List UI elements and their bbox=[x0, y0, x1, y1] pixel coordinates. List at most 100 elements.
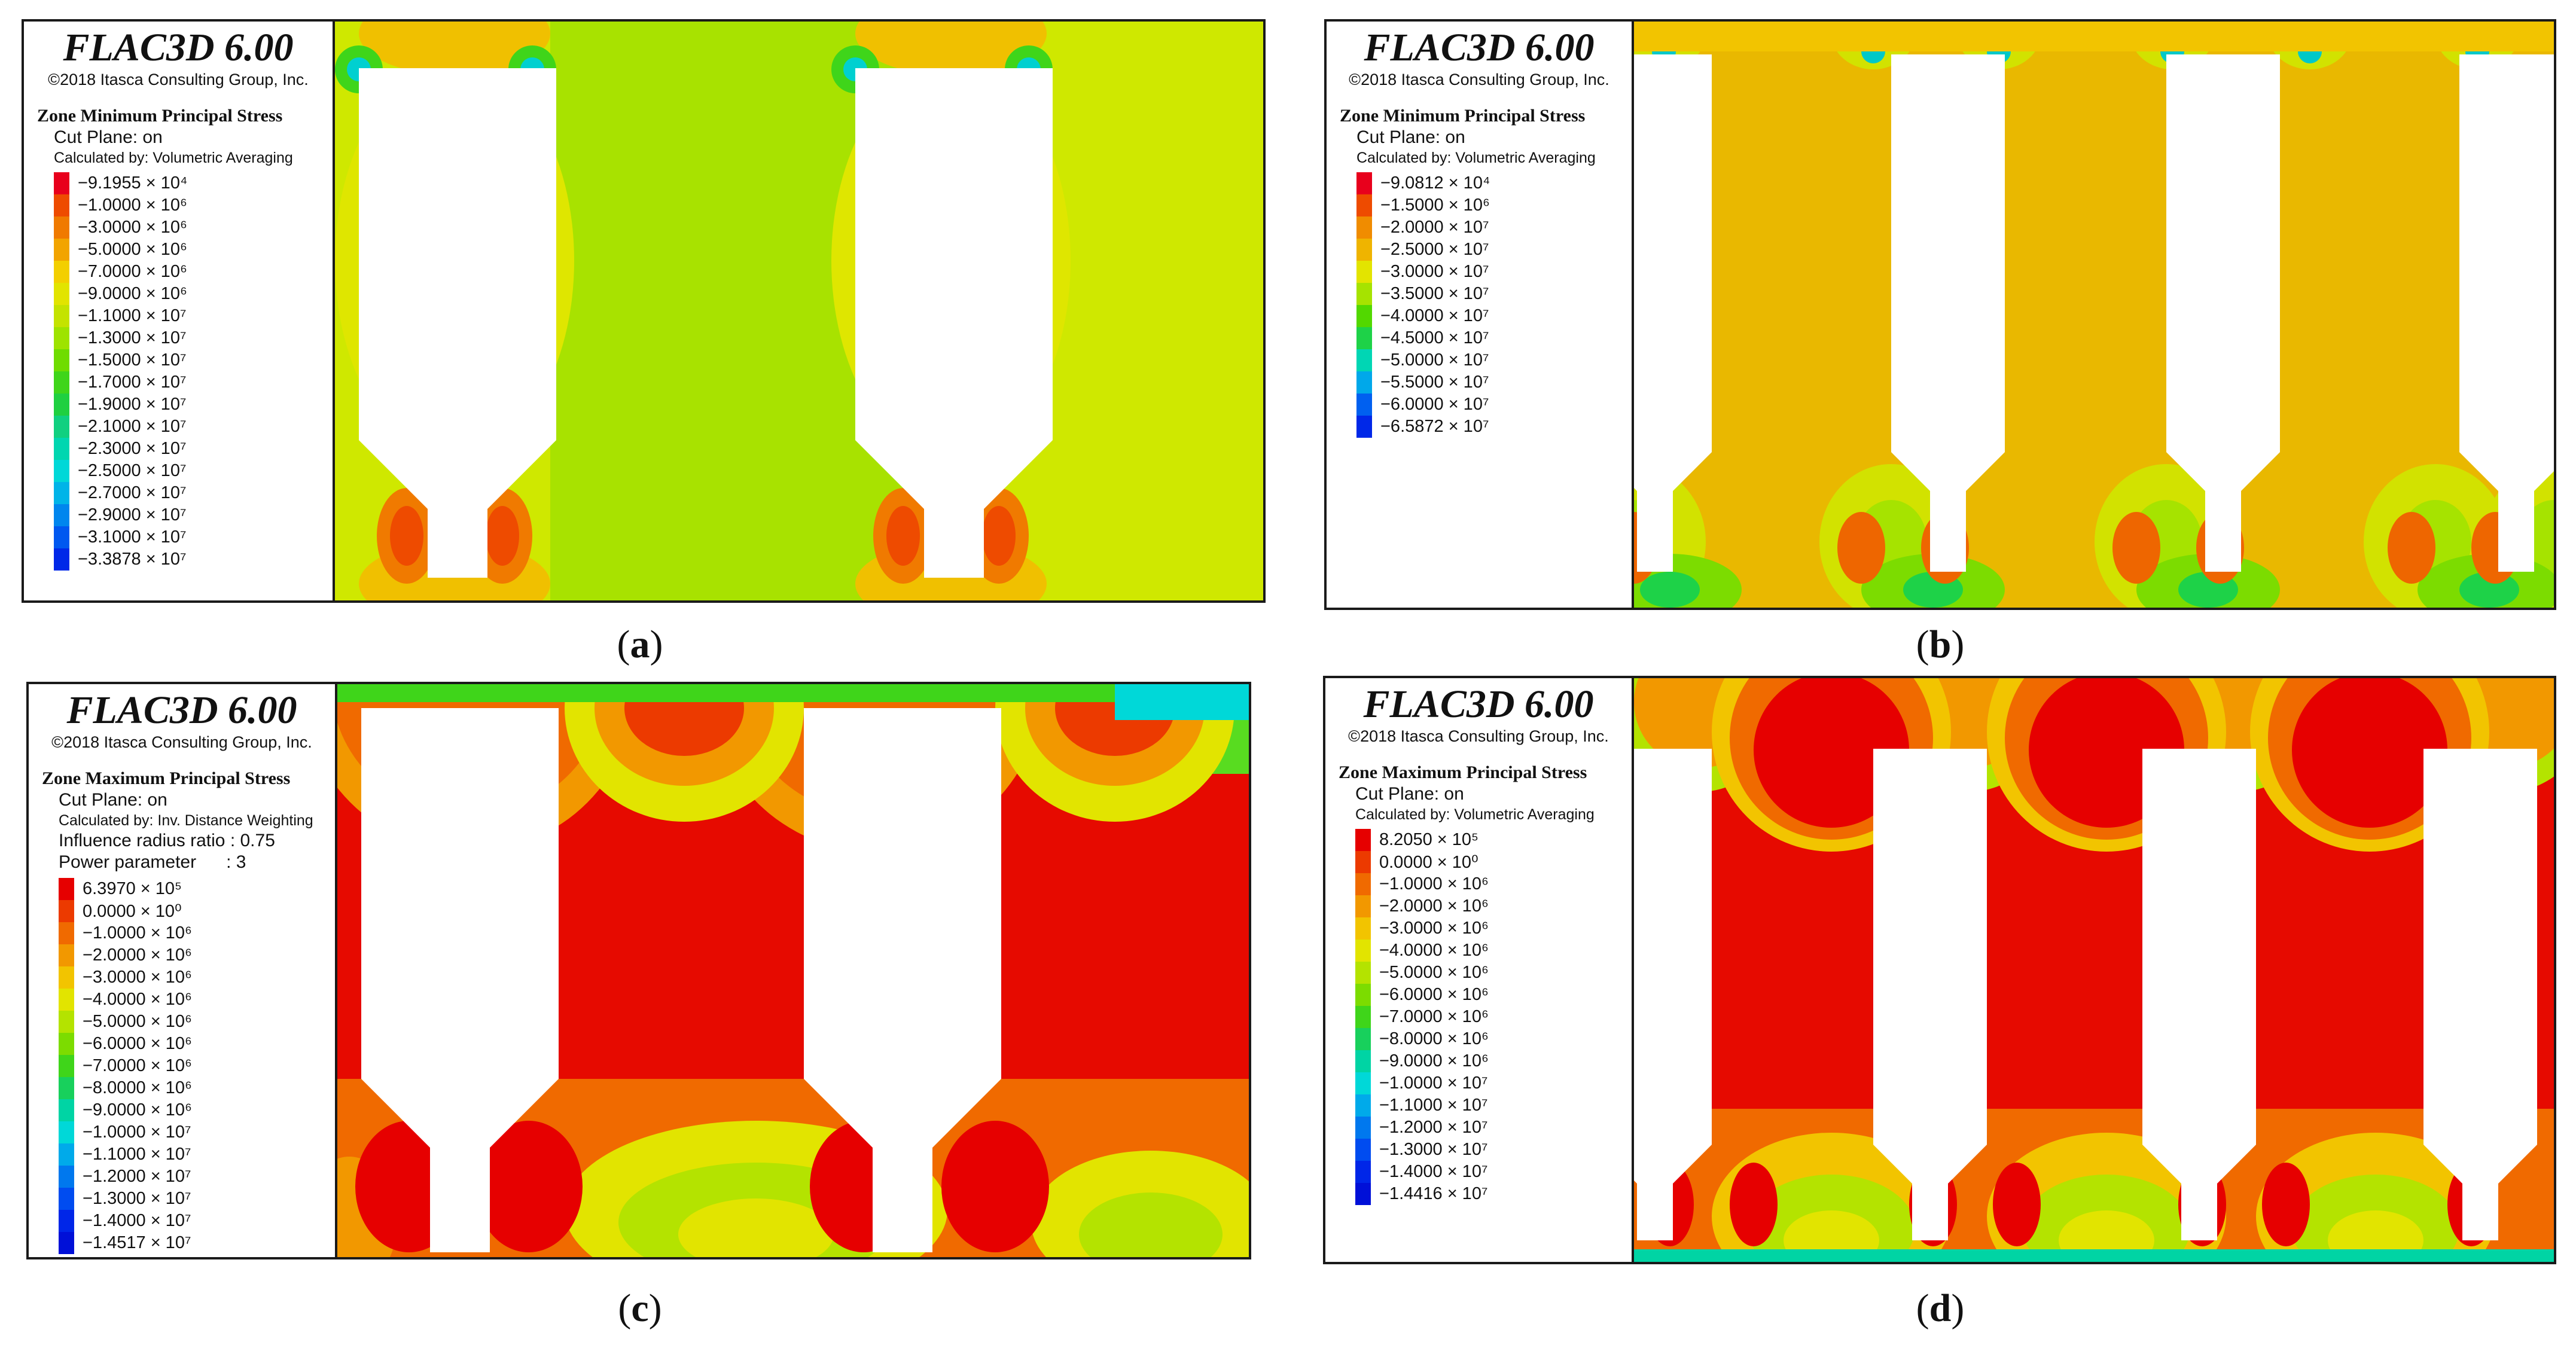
excavation-opening bbox=[804, 708, 1001, 1252]
contour-region bbox=[2388, 512, 2435, 584]
scale-color-swatch bbox=[54, 327, 69, 349]
scale-color-swatch bbox=[54, 460, 69, 482]
scale-value-label: −5.5000 × 10⁷ bbox=[1380, 373, 1489, 392]
scale-color-swatch bbox=[1356, 194, 1372, 216]
scale-entry: −9.0000 × 10⁶ bbox=[59, 1099, 335, 1121]
legend-extra-line: Power parameter : 3 bbox=[59, 852, 246, 872]
contour-plot-svg bbox=[335, 22, 1263, 600]
scale-entry: −2.0000 × 10⁶ bbox=[1355, 895, 1632, 917]
scale-value-label: −5.0000 × 10⁶ bbox=[78, 240, 187, 259]
scale-color-swatch bbox=[59, 1188, 74, 1210]
scale-color-swatch bbox=[54, 349, 69, 371]
software-title: FLAC3D 6.00 bbox=[63, 26, 294, 69]
contour-region bbox=[1079, 1192, 1223, 1257]
scale-value-label: −4.0000 × 10⁶ bbox=[83, 990, 192, 1009]
scale-entry: −6.0000 × 10⁶ bbox=[59, 1033, 335, 1055]
scale-value-label: −1.3000 × 10⁷ bbox=[78, 328, 187, 347]
scale-value-label: −1.1000 × 10⁷ bbox=[83, 1145, 191, 1164]
scale-color-swatch bbox=[59, 1166, 74, 1188]
scale-color-swatch bbox=[59, 966, 74, 989]
scale-color-swatch bbox=[59, 1055, 74, 1077]
scale-entry: −3.0000 × 10⁶ bbox=[59, 966, 335, 989]
scale-color-swatch bbox=[54, 482, 69, 504]
scale-entry: −4.0000 × 10⁶ bbox=[59, 989, 335, 1011]
excavation-opening bbox=[855, 68, 1053, 578]
scale-entry: −3.1000 × 10⁷ bbox=[54, 526, 333, 548]
scale-entry: −2.3000 × 10⁷ bbox=[54, 438, 333, 460]
cut-plane-status: Cut Plane: on bbox=[54, 127, 163, 147]
contour-plot-svg bbox=[1634, 678, 2554, 1262]
scale-color-swatch bbox=[54, 438, 69, 460]
legend-d: FLAC3D 6.00 ©2018 Itasca Consulting Grou… bbox=[1325, 678, 1634, 1262]
contour-region bbox=[475, 1121, 583, 1252]
contour-region bbox=[1754, 678, 1909, 828]
scale-value-label: −1.7000 × 10⁷ bbox=[78, 373, 187, 392]
figure-panel-b: FLAC3D 6.00 ©2018 Itasca Consulting Grou… bbox=[1324, 19, 2556, 610]
software-title: FLAC3D 6.00 bbox=[1363, 682, 1594, 726]
scale-entry: −3.0000 × 10⁶ bbox=[1355, 917, 1632, 940]
contour-plot-svg bbox=[337, 684, 1249, 1257]
contour-region bbox=[2059, 1210, 2154, 1262]
legend-a: FLAC3D 6.00 ©2018 Itasca Consulting Grou… bbox=[24, 22, 335, 600]
contour-region bbox=[1640, 572, 1700, 608]
scale-color-swatch bbox=[59, 1099, 74, 1121]
excavation-opening bbox=[361, 708, 559, 1252]
scale-entry: −1.4000 × 10⁷ bbox=[1355, 1161, 1632, 1183]
contour-plot-svg bbox=[1634, 22, 2554, 608]
scale-color-swatch bbox=[1355, 1139, 1371, 1161]
scale-color-swatch bbox=[59, 1033, 74, 1055]
scale-color-swatch bbox=[1355, 1050, 1371, 1072]
scale-color-swatch bbox=[59, 1011, 74, 1033]
contour-region bbox=[1837, 512, 1885, 584]
scale-value-label: −1.3000 × 10⁷ bbox=[83, 1189, 191, 1208]
scale-color-swatch bbox=[54, 194, 69, 216]
scale-entry: −6.5872 × 10⁷ bbox=[1356, 416, 1632, 438]
excavation-opening bbox=[2423, 749, 2537, 1240]
scale-color-swatch bbox=[54, 172, 69, 194]
scale-entry: −1.4000 × 10⁷ bbox=[59, 1210, 335, 1232]
scale-color-swatch bbox=[1356, 305, 1372, 327]
contour-region bbox=[855, 22, 1047, 75]
scale-value-label: −1.4517 × 10⁷ bbox=[83, 1233, 191, 1252]
scale-entry: −1.1000 × 10⁷ bbox=[1355, 1094, 1632, 1117]
contour-region bbox=[2292, 678, 2447, 828]
scale-value-label: −1.4416 × 10⁷ bbox=[1379, 1184, 1488, 1203]
scale-color-swatch bbox=[54, 416, 69, 438]
scale-value-label: 6.3970 × 10⁵ bbox=[83, 879, 182, 898]
scale-value-label: −2.5000 × 10⁷ bbox=[78, 461, 187, 480]
scale-entry: −9.0000 × 10⁶ bbox=[1355, 1050, 1632, 1072]
scale-value-label: −1.5000 × 10⁶ bbox=[1380, 196, 1490, 215]
scale-entry: −2.7000 × 10⁷ bbox=[54, 482, 333, 504]
caption-c: (c) bbox=[618, 1286, 662, 1330]
cut-plane-status: Cut Plane: on bbox=[1356, 127, 1465, 147]
scale-color-swatch bbox=[1355, 962, 1371, 984]
software-copyright: ©2018 Itasca Consulting Group, Inc. bbox=[1348, 727, 1609, 745]
cut-plane-status: Cut Plane: on bbox=[59, 790, 167, 810]
scale-color-swatch bbox=[1356, 371, 1372, 394]
contour-region bbox=[1730, 1163, 1778, 1246]
scale-color-swatch bbox=[59, 944, 74, 966]
scale-entry: −2.5000 × 10⁷ bbox=[54, 460, 333, 482]
scale-entry: −2.0000 × 10⁶ bbox=[59, 944, 335, 966]
contour-region bbox=[886, 506, 920, 566]
scale-entry: −3.5000 × 10⁷ bbox=[1356, 283, 1632, 305]
scale-entry: −5.0000 × 10⁷ bbox=[1356, 349, 1632, 371]
scale-entry: −5.0000 × 10⁶ bbox=[1355, 962, 1632, 984]
scale-entry: −1.0000 × 10⁶ bbox=[1355, 873, 1632, 895]
scale-value-label: −2.3000 × 10⁷ bbox=[78, 439, 187, 458]
scale-value-label: −1.0000 × 10⁶ bbox=[1379, 874, 1489, 893]
contour-region bbox=[678, 1198, 834, 1257]
software-title: FLAC3D 6.00 bbox=[66, 688, 297, 732]
scale-entry: −2.9000 × 10⁷ bbox=[54, 504, 333, 526]
contour-region bbox=[1634, 1249, 2554, 1262]
scale-entry: 8.2050 × 10⁵ bbox=[1355, 829, 1632, 851]
contour-region bbox=[359, 22, 550, 75]
contour-scale: 6.3970 × 10⁵ 0.0000 × 10⁰ −1.0000 × 10⁶ −2.… bbox=[59, 878, 335, 1254]
scale-color-swatch bbox=[1356, 394, 1372, 416]
software-copyright: ©2018 Itasca Consulting Group, Inc. bbox=[48, 71, 309, 89]
scale-entry: −1.5000 × 10⁷ bbox=[54, 349, 333, 371]
scale-color-swatch bbox=[59, 1077, 74, 1099]
contour-region bbox=[2328, 1210, 2423, 1262]
contour-region bbox=[1993, 1163, 2041, 1246]
scale-value-label: −1.0000 × 10⁶ bbox=[78, 196, 187, 215]
